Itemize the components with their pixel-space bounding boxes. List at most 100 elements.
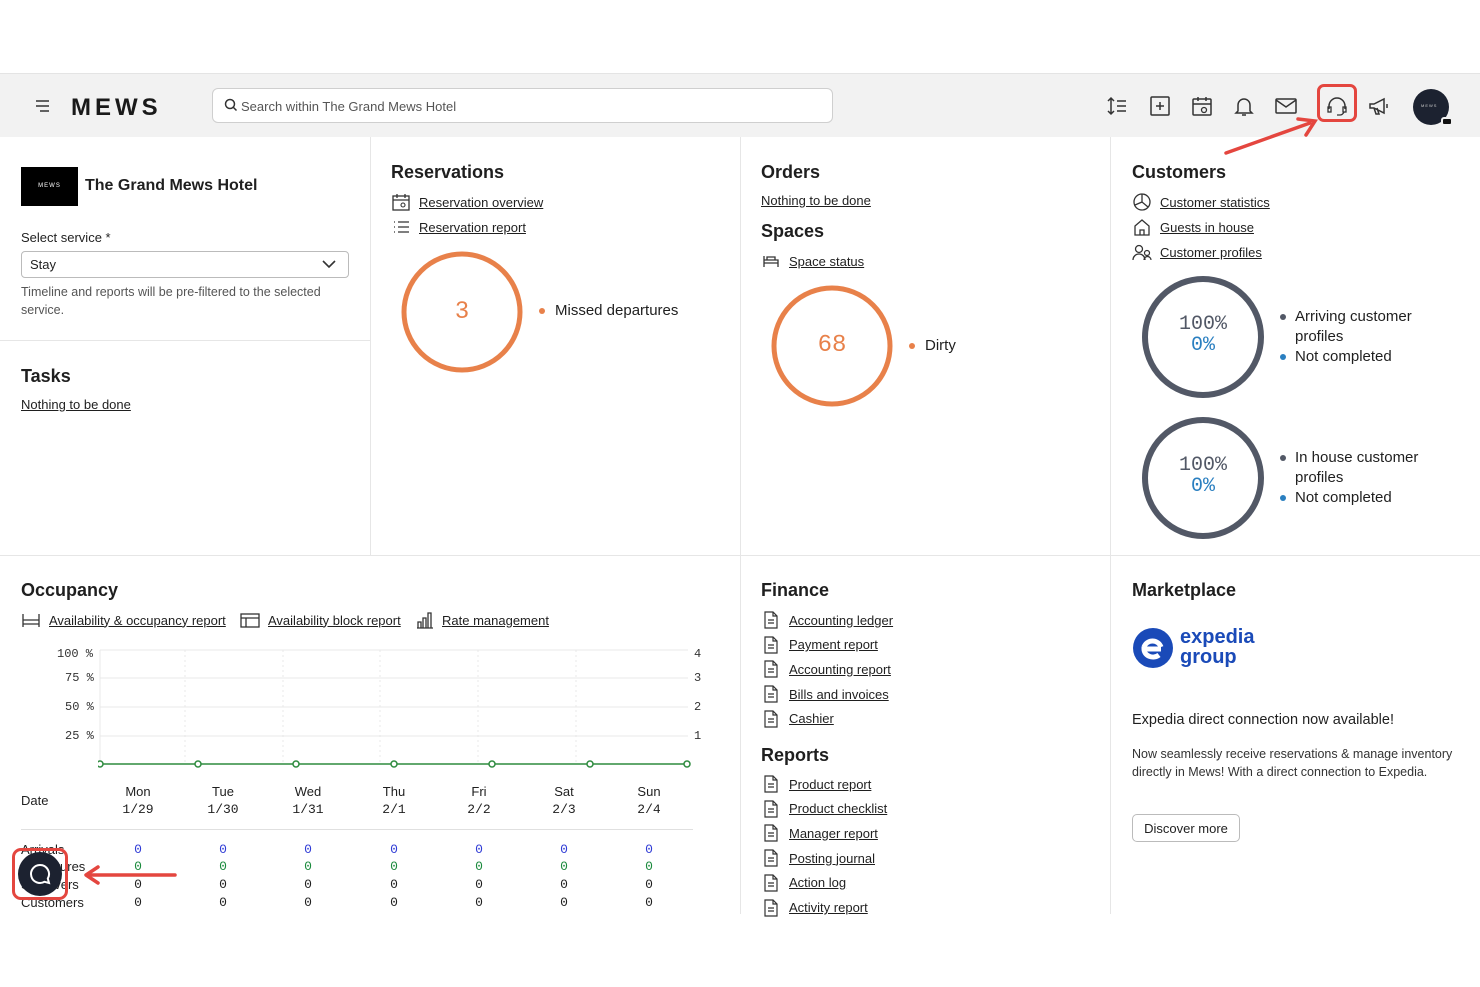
guests-in-house-link[interactable]: Guests in house: [1160, 219, 1254, 235]
finance-link-row: Accounting report: [761, 659, 891, 679]
day-date: 2/3: [552, 802, 576, 817]
bed-icon: [763, 256, 779, 267]
marketplace-headline: Expedia direct connection now available!: [1132, 712, 1394, 728]
bell-icon[interactable]: [1232, 94, 1256, 118]
document-icon: [764, 611, 778, 629]
hotel-name: The Grand Mews Hotel: [85, 177, 258, 194]
orders-link[interactable]: Nothing to be done: [761, 193, 871, 208]
day-name: Tue: [212, 784, 234, 799]
day-date: 1/30: [207, 802, 239, 817]
in-house-profiles-donut: [1142, 417, 1264, 539]
add-icon[interactable]: [1148, 94, 1172, 118]
reports-link[interactable]: Posting journal: [789, 850, 875, 866]
rate-management-link[interactable]: Rate management: [442, 612, 549, 628]
expedia-brand-line1: expedia: [1180, 626, 1255, 648]
space-status-link[interactable]: Space status: [789, 253, 865, 269]
table-cell: 0: [219, 859, 227, 874]
service-select[interactable]: Stay: [21, 251, 349, 278]
availability-occupancy-report-link[interactable]: Availability & occupancy report: [49, 612, 226, 628]
finance-link[interactable]: Payment report: [789, 637, 878, 653]
mail-icon[interactable]: [1274, 94, 1298, 118]
mews-logo[interactable]: MEWS: [71, 94, 162, 121]
finance-link[interactable]: Accounting report: [789, 661, 891, 677]
reports-link[interactable]: Activity report: [789, 900, 868, 915]
avatar[interactable]: MEWS: [1413, 89, 1453, 126]
finance-link[interactable]: Cashier: [789, 711, 834, 727]
in-house-legend: In house customer profiles Not completed: [1280, 448, 1450, 508]
finance-link[interactable]: Accounting ledger: [789, 612, 894, 628]
arriving-legend: Arriving customer profiles Not completed: [1280, 307, 1450, 367]
headset-icon[interactable]: [1325, 94, 1349, 118]
calendar-icon: [392, 194, 410, 211]
discover-more-button[interactable]: Discover more: [1132, 814, 1240, 842]
dirty-label: Dirty: [925, 337, 956, 354]
table-cell: 0: [560, 877, 568, 892]
dirty-legend: Dirty: [909, 337, 956, 354]
finance-link[interactable]: Bills and invoices: [789, 686, 889, 702]
table-cell: 0: [560, 895, 568, 910]
table-cell: 0: [134, 842, 142, 857]
sort-icon[interactable]: [1105, 94, 1129, 118]
y-axis-label-100: 100 %: [57, 647, 94, 661]
table-cell: 0: [475, 859, 483, 874]
expedia-e-icon: [1133, 628, 1173, 668]
megaphone-icon[interactable]: [1367, 94, 1391, 118]
dirty-value: 68: [817, 332, 847, 359]
day-header: Thu 2/1: [364, 783, 424, 819]
document-icon: [764, 898, 778, 917]
reports-link[interactable]: Action log: [789, 875, 847, 891]
table-cell: 0: [560, 859, 568, 874]
finance-link-row: Accounting ledger: [761, 610, 893, 630]
pointer-arrow-bottom: [84, 865, 177, 885]
tasks-link[interactable]: Nothing to be done: [21, 397, 131, 412]
reports-link[interactable]: Manager report: [789, 825, 878, 841]
in-house-profiles-values: 100% 0%: [1140, 455, 1266, 497]
select-service-label: Select service *: [21, 230, 111, 245]
day-date: 1/31: [292, 802, 324, 817]
day-date: 2/1: [382, 802, 406, 817]
customer-profiles-link[interactable]: Customer profiles: [1160, 244, 1262, 260]
top-bar: MEWS MEWS: [0, 73, 1480, 137]
table-cell: 0: [475, 895, 483, 910]
reports-link-row: Product report: [761, 774, 871, 794]
pie-chart-icon: [1133, 193, 1151, 211]
table-cell: 0: [304, 877, 312, 892]
avatar-text: MEWS: [1421, 103, 1438, 108]
customer-statistics-link[interactable]: Customer statistics: [1160, 194, 1270, 210]
chevron-down-icon: [322, 260, 336, 269]
table-cell: 0: [304, 859, 312, 874]
menu-icon[interactable]: [34, 98, 52, 114]
reservation-report-link[interactable]: Reservation report: [419, 219, 526, 235]
table-cell: 0: [304, 895, 312, 910]
spaces-title: Spaces: [761, 221, 825, 241]
arriving-profiles-values: 100% 0%: [1140, 314, 1266, 356]
table-cell: 0: [475, 877, 483, 892]
search-box[interactable]: [212, 88, 833, 123]
finance-link-row: Payment report: [761, 635, 878, 655]
missed-departures-label: Missed departures: [555, 302, 679, 319]
day-header: Mon 1/29: [108, 783, 168, 819]
y-right-label-2: 2: [694, 700, 702, 714]
arriving-not-completed-percent: 0%: [1190, 334, 1215, 357]
y-right-label-4: 4: [694, 647, 702, 661]
search-input[interactable]: [241, 95, 801, 117]
availability-block-report-link[interactable]: Availability block report: [268, 612, 401, 628]
arriving-completed-percent: 100%: [1178, 313, 1227, 336]
table-cell: 0: [645, 877, 653, 892]
service-select-value: Stay: [30, 257, 57, 272]
document-icon: [764, 775, 778, 793]
list-icon: [394, 221, 409, 233]
search-icon: [224, 98, 238, 112]
table-cell: 0: [560, 842, 568, 857]
table-cell: 0: [645, 895, 653, 910]
reservation-overview-link[interactable]: Reservation overview: [419, 194, 544, 210]
table-cell: 0: [475, 842, 483, 857]
day-name: Wed: [294, 784, 322, 799]
table-cell: 0: [219, 895, 227, 910]
table-cell: 0: [390, 859, 398, 874]
table-cell: 0: [645, 859, 653, 874]
reports-link[interactable]: Product report: [789, 776, 872, 792]
reports-link[interactable]: Product checklist: [789, 801, 888, 817]
calendar-icon[interactable]: [1190, 94, 1214, 118]
chat-button[interactable]: [18, 852, 62, 896]
